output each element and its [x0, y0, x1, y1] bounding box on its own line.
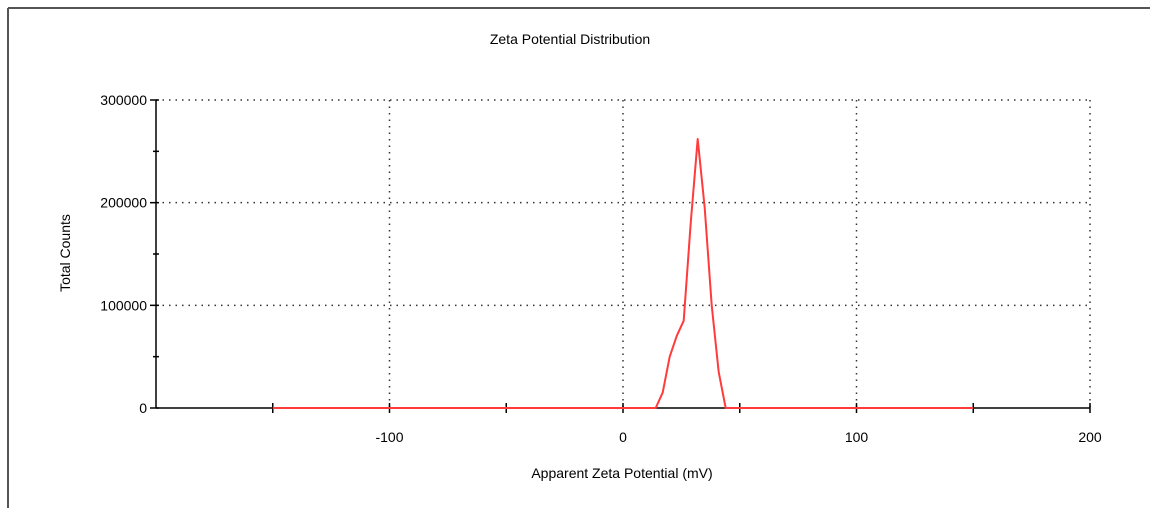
axis-layer — [150, 99, 1091, 413]
series-layer — [272, 138, 974, 409]
y-tick-label: 0 — [139, 400, 147, 416]
x-axis-title: Apparent Zeta Potential (mV) — [531, 465, 712, 481]
series-line — [272, 138, 974, 409]
x-tick-label: 100 — [845, 429, 869, 445]
tick-label-layer: -100 0 100 200 0 100000 200000 300000 — [100, 92, 1102, 445]
chart-title: Zeta Potential Distribution — [490, 31, 650, 47]
y-tick-label: 100000 — [100, 297, 147, 313]
y-axis-title: Total Counts — [57, 214, 73, 292]
x-tick-label: 200 — [1078, 429, 1102, 445]
y-tick-label: 200000 — [100, 195, 147, 211]
x-tick-label: 0 — [619, 429, 627, 445]
grid-layer — [156, 99, 1091, 408]
y-tick-label: 300000 — [100, 92, 147, 108]
x-tick-label: -100 — [375, 429, 403, 445]
